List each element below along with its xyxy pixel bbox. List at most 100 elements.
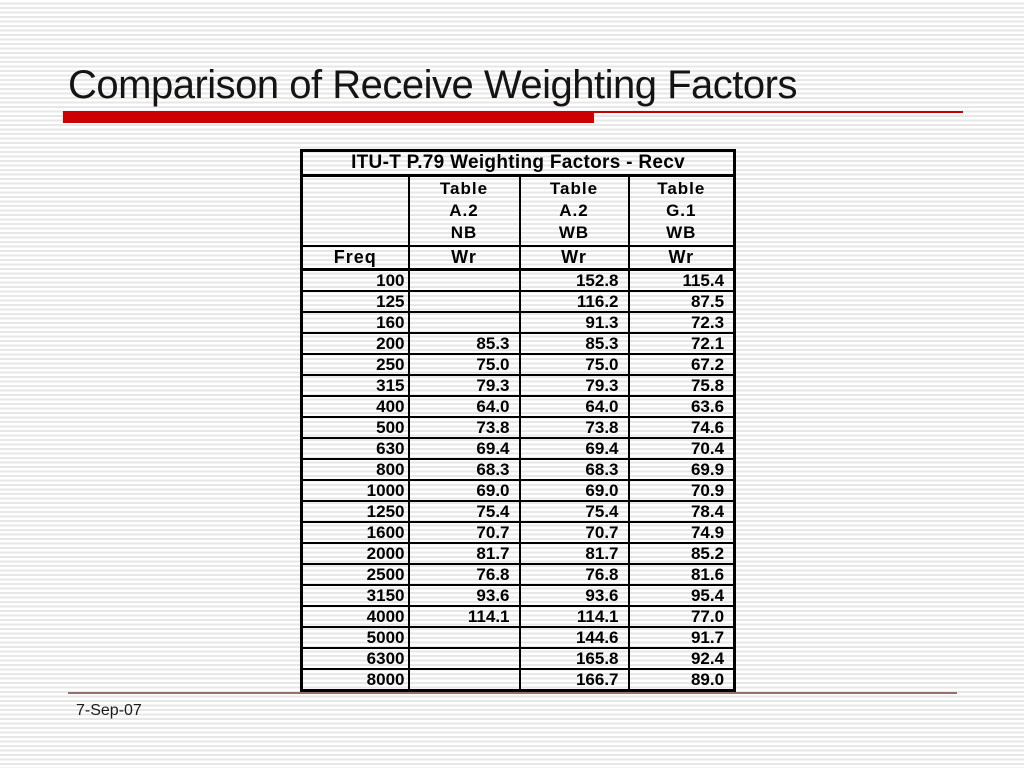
value-cell: 166.7 (518, 668, 630, 692)
value-cell: 89.0 (627, 668, 736, 692)
value-cell: 64.0 (407, 395, 521, 418)
freq-cell: 200 (300, 332, 410, 355)
value-cell: 72.3 (627, 311, 736, 334)
value-cell: 76.8 (518, 563, 630, 586)
table-row: 4000 114.1 114.1 77.0 (300, 605, 736, 628)
value-cell: 78.4 (627, 500, 736, 523)
freq-cell: 1600 (300, 521, 410, 544)
value-cell: 93.6 (407, 584, 521, 607)
value-cell: 67.2 (627, 353, 736, 376)
table-row: 250 75.0 75.0 67.2 (300, 353, 736, 376)
value-cell: 70.4 (627, 437, 736, 460)
value-cell: 75.0 (518, 353, 630, 376)
freq-cell: 160 (300, 311, 410, 334)
value-cell (407, 647, 521, 670)
table-row: 800 68.3 68.3 69.9 (300, 458, 736, 481)
value-cell: 63.6 (627, 395, 736, 418)
value-cell: 70.7 (407, 521, 521, 544)
freq-cell: 1250 (300, 500, 410, 523)
value-cell: 92.4 (627, 647, 736, 670)
value-cell: 74.6 (627, 416, 736, 439)
value-cell: 81.7 (518, 542, 630, 565)
freq-cell: 3150 (300, 584, 410, 607)
freq-cell: 2500 (300, 563, 410, 586)
freq-cell: 4000 (300, 605, 410, 628)
freq-cell: 800 (300, 458, 410, 481)
value-cell: 85.3 (407, 332, 521, 355)
table-row: 1250 75.4 75.4 78.4 (300, 500, 736, 523)
value-cell: 116.2 (518, 290, 630, 313)
value-cell: 75.8 (627, 374, 736, 397)
value-cell: 69.4 (407, 437, 521, 460)
value-cell: 75.4 (518, 500, 630, 523)
value-cell: 165.8 (518, 647, 630, 670)
column-header-freq: Freq (300, 245, 410, 271)
value-cell: 114.1 (407, 605, 521, 628)
title-underline-bar (63, 111, 594, 123)
freq-cell: 125 (300, 290, 410, 313)
freq-cell: 1000 (300, 479, 410, 502)
value-cell: 152.8 (518, 268, 630, 292)
value-cell: 77.0 (627, 605, 736, 628)
table-row: 125 116.2 87.5 (300, 290, 736, 313)
group-header-table-a2-wb: Table A.2 WB (518, 174, 630, 247)
page-title: Comparison of Receive Weighting Factors (68, 63, 797, 107)
value-cell: 79.3 (518, 374, 630, 397)
value-cell: 70.7 (518, 521, 630, 544)
group-header-table-a2-nb: Table A.2 NB (407, 174, 521, 247)
value-cell: 76.8 (407, 563, 521, 586)
table-row: 100 152.8 115.4 (300, 268, 736, 292)
table-group-header-row: Table A.2 NB Table A.2 WB Table G.1 WB (300, 174, 736, 247)
value-cell (407, 268, 521, 292)
table-row: 6300 165.8 92.4 (300, 647, 736, 670)
table-row: 2500 76.8 76.8 81.6 (300, 563, 736, 586)
value-cell: 75.4 (407, 500, 521, 523)
table-row: 5000 144.6 91.7 (300, 626, 736, 649)
table-caption: ITU-T P.79 Weighting Factors - Recv (300, 149, 736, 177)
value-cell: 85.3 (518, 332, 630, 355)
value-cell: 68.3 (518, 458, 630, 481)
value-cell: 64.0 (518, 395, 630, 418)
value-cell: 69.0 (518, 479, 630, 502)
value-cell: 87.5 (627, 290, 736, 313)
table-row: 1600 70.7 70.7 74.9 (300, 521, 736, 544)
table-row: 400 64.0 64.0 63.6 (300, 395, 736, 418)
freq-cell: 100 (300, 268, 410, 292)
slide-date: 7-Sep-07 (76, 702, 142, 719)
value-cell: 72.1 (627, 332, 736, 355)
freq-cell: 5000 (300, 626, 410, 649)
value-cell (407, 668, 521, 692)
freq-cell: 315 (300, 374, 410, 397)
table-row: 630 69.4 69.4 70.4 (300, 437, 736, 460)
table-row: 160 91.3 72.3 (300, 311, 736, 334)
freq-cell: 2000 (300, 542, 410, 565)
group-header-table-g1-wb: Table G.1 WB (627, 174, 736, 247)
value-cell: 81.6 (627, 563, 736, 586)
value-cell: 81.7 (407, 542, 521, 565)
column-header-wr-wb-a2: Wr (518, 245, 630, 271)
freq-cell: 8000 (300, 668, 410, 692)
table-row: 315 79.3 79.3 75.8 (300, 374, 736, 397)
table-row: 8000 166.7 89.0 (300, 668, 736, 692)
value-cell: 73.8 (518, 416, 630, 439)
freq-cell: 250 (300, 353, 410, 376)
value-cell: 69.0 (407, 479, 521, 502)
column-header-wr-wb-g1: Wr (627, 245, 736, 271)
table-row: 1000 69.0 69.0 70.9 (300, 479, 736, 502)
table-row: 500 73.8 73.8 74.6 (300, 416, 736, 439)
value-cell (407, 626, 521, 649)
value-cell: 75.0 (407, 353, 521, 376)
value-cell (407, 290, 521, 313)
value-cell: 74.9 (627, 521, 736, 544)
value-cell: 69.4 (518, 437, 630, 460)
value-cell: 144.6 (518, 626, 630, 649)
value-cell: 85.2 (627, 542, 736, 565)
weighting-factors-table: ITU-T P.79 Weighting Factors - Recv Tabl… (300, 149, 737, 692)
value-cell: 79.3 (407, 374, 521, 397)
weighting-factors-table-body: ITU-T P.79 Weighting Factors - Recv Tabl… (300, 149, 736, 692)
value-cell: 93.6 (518, 584, 630, 607)
freq-cell: 630 (300, 437, 410, 460)
table-row: 3150 93.6 93.6 95.4 (300, 584, 736, 607)
value-cell: 69.9 (627, 458, 736, 481)
